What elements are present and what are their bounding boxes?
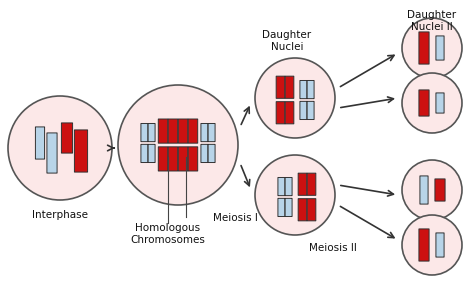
Text: Homologous
Chromosomes: Homologous Chromosomes (130, 223, 205, 245)
FancyBboxPatch shape (419, 229, 429, 261)
FancyBboxPatch shape (278, 198, 285, 217)
FancyBboxPatch shape (436, 36, 444, 60)
FancyBboxPatch shape (158, 119, 168, 143)
FancyBboxPatch shape (276, 102, 285, 124)
Circle shape (402, 160, 462, 220)
FancyBboxPatch shape (158, 147, 168, 171)
FancyBboxPatch shape (300, 101, 307, 119)
Circle shape (255, 58, 335, 138)
FancyBboxPatch shape (208, 144, 215, 162)
FancyBboxPatch shape (188, 119, 198, 143)
FancyBboxPatch shape (298, 199, 307, 221)
FancyBboxPatch shape (285, 178, 292, 196)
FancyBboxPatch shape (307, 173, 316, 195)
FancyBboxPatch shape (148, 123, 155, 142)
FancyBboxPatch shape (278, 178, 285, 196)
Text: Daughter
Nuclei: Daughter Nuclei (263, 30, 311, 52)
FancyBboxPatch shape (298, 173, 307, 195)
FancyBboxPatch shape (300, 80, 307, 99)
FancyBboxPatch shape (419, 90, 429, 116)
FancyBboxPatch shape (62, 123, 73, 153)
Circle shape (402, 73, 462, 133)
FancyBboxPatch shape (201, 144, 208, 162)
Text: Interphase: Interphase (32, 210, 88, 220)
FancyBboxPatch shape (435, 179, 445, 201)
FancyBboxPatch shape (285, 102, 294, 124)
FancyBboxPatch shape (285, 76, 294, 98)
FancyBboxPatch shape (141, 144, 148, 162)
FancyBboxPatch shape (436, 233, 444, 257)
FancyBboxPatch shape (420, 176, 428, 204)
Circle shape (402, 215, 462, 275)
FancyBboxPatch shape (276, 76, 285, 98)
FancyBboxPatch shape (307, 101, 314, 119)
FancyBboxPatch shape (307, 199, 316, 221)
Circle shape (8, 96, 112, 200)
FancyBboxPatch shape (188, 147, 198, 171)
FancyBboxPatch shape (436, 93, 444, 113)
FancyBboxPatch shape (74, 130, 88, 172)
FancyBboxPatch shape (141, 123, 148, 142)
FancyBboxPatch shape (148, 144, 155, 162)
FancyBboxPatch shape (201, 123, 208, 142)
FancyBboxPatch shape (285, 198, 292, 217)
Circle shape (118, 85, 238, 205)
FancyBboxPatch shape (47, 133, 57, 173)
Text: Daughter
Nuclei II: Daughter Nuclei II (408, 10, 456, 32)
FancyBboxPatch shape (178, 119, 188, 143)
FancyBboxPatch shape (168, 119, 178, 143)
Text: Meiosis I: Meiosis I (213, 213, 258, 223)
FancyBboxPatch shape (307, 80, 314, 99)
FancyBboxPatch shape (168, 147, 178, 171)
Circle shape (255, 155, 335, 235)
Text: Meiosis II: Meiosis II (309, 243, 357, 253)
Circle shape (402, 18, 462, 78)
FancyBboxPatch shape (419, 32, 429, 64)
FancyBboxPatch shape (36, 127, 45, 159)
FancyBboxPatch shape (208, 123, 215, 142)
FancyBboxPatch shape (178, 147, 188, 171)
